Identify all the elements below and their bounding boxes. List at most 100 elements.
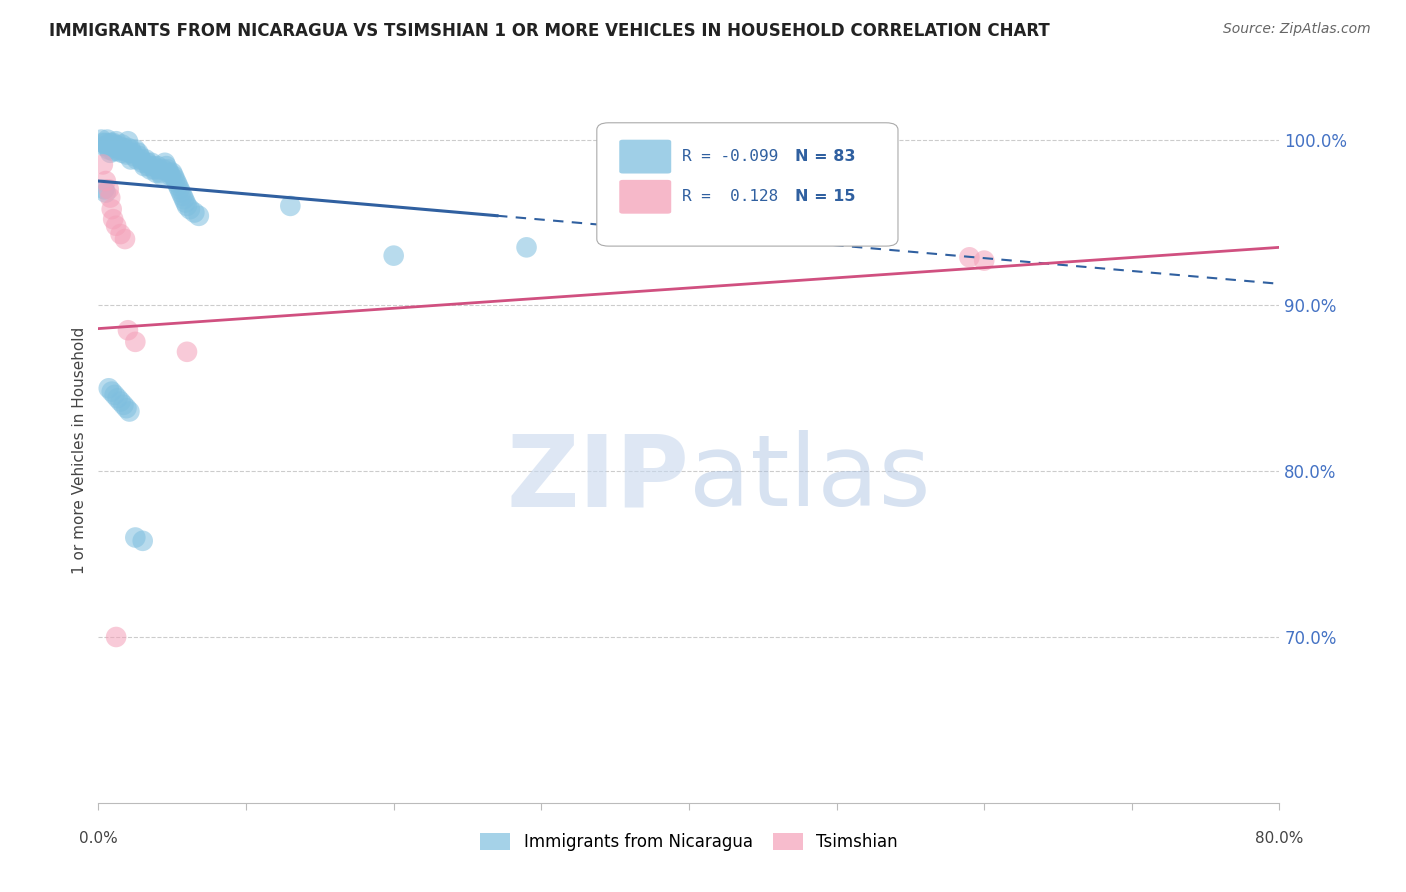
Point [127, 145, 149, 160]
Point [91, 136, 114, 150]
Y-axis label: 1 or more Vehicles in Household: 1 or more Vehicles in Household [72, 326, 87, 574]
Point [117, 323, 139, 337]
Point [103, 212, 125, 227]
Point [120, 143, 142, 157]
Point [166, 176, 188, 190]
Point [156, 162, 179, 177]
FancyBboxPatch shape [596, 123, 898, 246]
Point [97, 182, 120, 196]
Point [111, 137, 134, 152]
Point [111, 145, 134, 160]
Point [104, 388, 127, 402]
Point [139, 162, 162, 177]
Point [100, 384, 122, 399]
Point [125, 153, 148, 167]
Point [97, 143, 120, 157]
Point [148, 162, 170, 177]
Point [118, 145, 141, 160]
Point [105, 134, 128, 148]
Point [163, 169, 186, 183]
Point [93, 182, 115, 196]
Point [124, 531, 146, 545]
FancyBboxPatch shape [619, 180, 671, 214]
Point [145, 166, 167, 180]
Point [382, 249, 405, 263]
Point [105, 630, 128, 644]
Point [115, 401, 138, 416]
Point [167, 179, 190, 194]
Point [121, 145, 143, 160]
Point [117, 141, 139, 155]
Point [142, 159, 165, 173]
Point [959, 250, 981, 264]
Point [115, 147, 138, 161]
Text: 80.0%: 80.0% [1256, 831, 1303, 846]
Point [169, 182, 191, 196]
Point [114, 232, 136, 246]
Point [173, 192, 195, 206]
Point [183, 205, 205, 219]
Point [110, 143, 132, 157]
Point [136, 155, 159, 169]
Point [94, 136, 117, 150]
Point [98, 191, 121, 205]
Text: atlas: atlas [689, 430, 931, 527]
Point [146, 159, 169, 173]
Point [93, 139, 115, 153]
Point [105, 219, 128, 233]
Point [516, 240, 538, 254]
Text: R =  0.128: R = 0.128 [682, 189, 778, 204]
Point [103, 136, 125, 150]
Point [120, 153, 142, 167]
Point [107, 391, 129, 405]
Point [157, 166, 180, 180]
Point [143, 162, 166, 177]
Point [152, 162, 174, 177]
Point [90, 132, 112, 146]
Legend: Immigrants from Nicaragua, Tsimshian: Immigrants from Nicaragua, Tsimshian [474, 826, 904, 858]
Point [165, 172, 187, 186]
Point [174, 195, 197, 210]
Text: Source: ZipAtlas.com: Source: ZipAtlas.com [1223, 22, 1371, 37]
Point [162, 166, 183, 180]
Point [155, 159, 177, 173]
Point [122, 149, 145, 163]
Point [141, 155, 163, 169]
Point [110, 227, 132, 241]
Point [132, 155, 155, 169]
Point [118, 404, 141, 418]
Point [94, 186, 117, 200]
Point [187, 209, 209, 223]
Point [96, 132, 118, 146]
Point [112, 398, 135, 412]
Point [132, 533, 155, 548]
Point [98, 136, 121, 150]
Point [94, 174, 117, 188]
Point [105, 141, 128, 155]
Text: R = -0.099: R = -0.099 [682, 149, 778, 164]
Point [129, 153, 152, 167]
Point [100, 139, 122, 153]
Point [108, 139, 131, 153]
Text: ZIP: ZIP [506, 430, 689, 527]
Point [150, 169, 173, 183]
Point [172, 189, 194, 203]
Point [124, 334, 146, 349]
Point [149, 166, 172, 180]
Point [112, 141, 135, 155]
Point [134, 159, 156, 173]
Point [103, 144, 125, 158]
Point [176, 344, 198, 359]
Point [135, 153, 157, 167]
Point [138, 159, 160, 173]
Point [107, 144, 129, 158]
Point [179, 202, 201, 217]
Point [98, 145, 121, 160]
Point [104, 137, 127, 152]
Text: IMMIGRANTS FROM NICARAGUA VS TSIMSHIAN 1 OR MORE VEHICLES IN HOUSEHOLD CORRELATI: IMMIGRANTS FROM NICARAGUA VS TSIMSHIAN 1… [49, 22, 1050, 40]
Text: N = 83: N = 83 [796, 149, 856, 164]
Point [91, 157, 114, 171]
Point [97, 381, 120, 395]
Text: 0.0%: 0.0% [79, 831, 118, 846]
Point [100, 202, 122, 217]
